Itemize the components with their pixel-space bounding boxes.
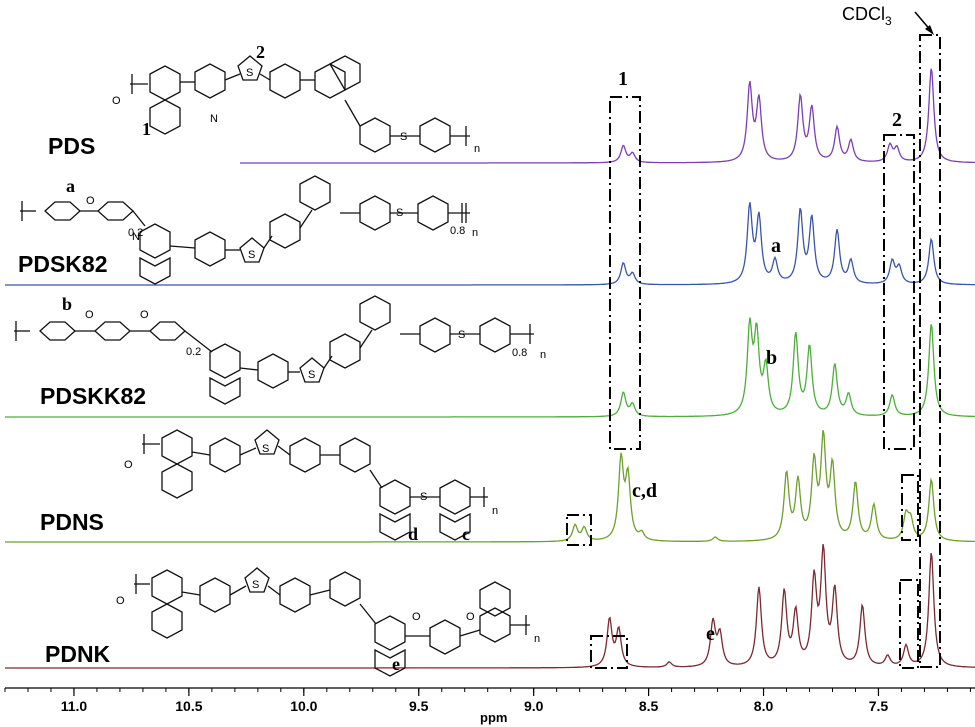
svg-text:N: N [210,113,218,125]
svg-text:CDCl3: CDCl3 [842,4,892,28]
svg-text:S: S [262,443,269,455]
svg-text:S: S [308,369,315,381]
svg-text:O: O [86,195,95,207]
peak-label-b: b [766,347,777,369]
region-box-pdns-right [901,474,919,541]
pdnk-n: n [534,633,540,645]
solvent-label: CDCl [842,4,885,24]
region-box-cdcl3 [919,34,941,668]
spectrum-pdsk82 [5,202,975,286]
x-tick-label: 10.5 [175,698,202,714]
series-label-pdnk: PDNK [45,641,111,667]
svg-text:O: O [466,611,475,623]
struct-label-2: 2 [256,42,265,62]
x-axis: 11.0 10.5 10.0 9.5 9.0 8.5 8.0 7.5 [4,687,975,714]
spectrum-pdskk82 [5,317,975,418]
solvent-annotation: CDCl3 [842,4,934,35]
svg-text:O: O [140,309,149,321]
region-box-pdnk-left [590,635,628,669]
svg-text:S: S [396,207,403,219]
pdsk82-sub-08: 0.8 [450,225,465,237]
series-label-pdskk82: PDSKK82 [40,383,146,409]
region-box-pdnk-right [899,579,919,669]
peak-label-a: a [771,235,781,257]
pdsk82-sub-02: 0.2 [128,227,143,239]
x-tick-label: 8.5 [639,698,659,714]
svg-text:S: S [246,67,253,79]
svg-text:S: S [458,329,465,341]
svg-text:N: N [132,231,140,243]
x-axis-label: ppm [480,710,507,725]
spectrum-pdns [5,430,975,543]
struct-label-a: a [66,176,75,196]
structure-pdnk [134,567,530,677]
x-tick-label: 11.0 [61,698,88,714]
peak-label-cd: c,d [632,480,657,502]
series-label-pdsk82: PDSK82 [18,251,107,277]
svg-text:O: O [112,95,121,107]
x-tick-label: 10.0 [290,698,317,714]
series-label-pds: PDS [48,133,95,159]
struct-label-e: e [392,654,400,674]
x-tick-label: 9.5 [409,698,429,714]
solvent-subscript: 3 [885,14,892,28]
pdskk82-sub-02: 0.2 [186,346,201,358]
spectrum-pds [240,68,975,164]
x-tick-label: 8.0 [754,698,774,714]
struct-label-c: c [462,524,470,544]
peak-label-1: 1 [618,68,628,90]
pdsk82-n: n [472,227,478,239]
region-box-2 [883,134,915,450]
pds-n: n [474,143,480,155]
pdskk82-n: n [540,349,546,361]
region-box-1 [609,96,641,450]
struct-label-d: d [408,524,418,544]
spectra-layer [5,68,975,669]
svg-text:S: S [400,131,407,143]
peak-label-2: 2 [892,109,902,131]
svg-text:O: O [412,611,421,623]
x-tick-label: 9.0 [524,698,544,714]
series-label-pdns: PDNS [40,509,104,535]
spectrum-pdnk [5,543,975,669]
struct-label-1: 1 [142,119,151,139]
svg-text:S: S [420,491,427,503]
svg-text:S: S [248,249,255,261]
svg-text:O: O [124,459,133,471]
structure-pds [130,55,470,153]
pdskk82-sub-08: 0.8 [512,347,527,359]
struct-label-b: b [62,294,72,314]
peak-label-e: e [706,623,715,645]
svg-text:S: S [252,579,259,591]
pdns-n: n [492,505,498,517]
structure-pdskk82 [14,295,534,405]
structure-pdsk82 [20,175,470,285]
region-box-pdns-left [566,514,592,546]
x-tick-label: 7.5 [869,698,889,714]
svg-text:O: O [85,309,94,321]
structure-pdns [142,429,488,541]
svg-text:O: O [116,595,125,607]
